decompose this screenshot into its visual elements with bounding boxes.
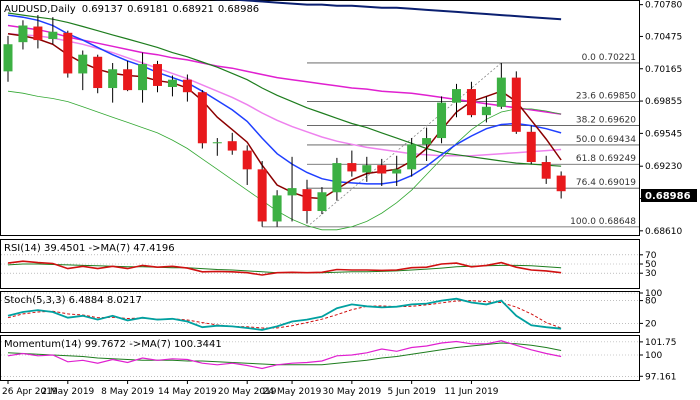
candle-body-up (422, 138, 432, 145)
fib-level-label: 23.6 0.69850 (576, 92, 636, 102)
sma-navy-line (211, 0, 562, 21)
fib-level-label: 61.8 0.69249 (576, 154, 636, 164)
momentum-plot-group: 101.75 100 97.161 (1, 338, 677, 382)
candle-body-down (526, 131, 536, 163)
ohlc-high: 0.69181 (127, 4, 168, 15)
x-tick-label: 30 May 2019 (323, 387, 382, 397)
x-tick-label: 20 May 2019 (218, 387, 277, 397)
candle-body-up (452, 89, 461, 103)
rsi-tick-label: 30 (645, 269, 657, 279)
stoch-k-line (7, 297, 562, 331)
y-tick-label: 0.70475 (645, 32, 682, 42)
candle-body-down (466, 89, 476, 116)
fib-level-label: 38.2 0.69620 (576, 116, 636, 126)
candle-body-down (302, 189, 312, 212)
candle-body-up (78, 54, 88, 74)
candle-body-up (437, 102, 447, 139)
momentum-line (7, 340, 562, 370)
candle-body-up (138, 64, 148, 91)
price-plot-group: 0.0 0.70221 23.6 0.69850 38.2 0.69620 50.0 … (3, 0, 639, 231)
fib-level-label: 100.0 0.68648 (570, 217, 636, 227)
momentum-panel-label: Momentum(14) 99.7672 ->MA(7) 100.3441 (4, 339, 222, 350)
x-tick-label: 5 Jun 2019 (387, 387, 436, 397)
stoch-d-line (7, 300, 562, 329)
candle-body-up (48, 31, 58, 40)
ohlc-low: 0.68921 (172, 4, 213, 15)
candle-body-down (153, 64, 162, 86)
stoch-tick-label: 80 (645, 297, 657, 307)
x-tick-label: 8 May 2019 (101, 387, 154, 397)
candle-body-down (377, 165, 387, 174)
candle-body-up (18, 25, 28, 43)
candle-body-up (212, 142, 222, 144)
candle-body-up (332, 163, 342, 193)
candle-body-up (167, 79, 177, 87)
symbol-label: AUDUSD (4, 4, 48, 15)
candle-body-down (511, 77, 521, 132)
candle-body-up (287, 188, 297, 196)
y-tick-label: 0.69855 (645, 97, 682, 107)
candle-body-down (123, 69, 133, 91)
fib-level-label: 50.0 0.69434 (576, 135, 636, 145)
candle-body-down (93, 56, 103, 89)
candle-body-up (272, 195, 282, 222)
ohlc-open: 0.69137 (82, 4, 123, 15)
timeframe-label: Daily (50, 4, 75, 15)
candle-body-up (362, 165, 372, 173)
candle-body-down (257, 169, 267, 222)
candle-body-up (481, 106, 491, 116)
candle-body-up (496, 77, 506, 107)
x-tick-label: 2 May 2019 (41, 387, 94, 397)
fib-level-label: 0.0 0.70221 (582, 53, 636, 63)
candle-body-down (33, 26, 43, 41)
y-tick-label: 0.70165 (645, 65, 682, 75)
sma-light-green-line (7, 90, 562, 231)
candle-body-down (63, 32, 73, 74)
candle-body-up (108, 69, 118, 89)
rsi-line (7, 260, 562, 276)
x-tick-label: 24 May 2019 (263, 387, 322, 397)
x-tick-label: 26 Apr 2019 (2, 387, 58, 397)
candle-body-down (242, 150, 252, 170)
last-price-marker (641, 189, 697, 202)
candle-body-up (407, 144, 417, 170)
momentum-tick-label: 100 (645, 351, 662, 361)
rsi-panel-label: RSI(14) 39.4501 ->MA(7) 47.4196 (4, 243, 175, 254)
x-tick-label: 14 May 2019 (158, 387, 217, 397)
sma-green-line (7, 12, 562, 167)
rsi-tick-label: 50 (645, 260, 657, 270)
fib-level-label: 76.4 0.69019 (576, 178, 636, 188)
candle-body-up (392, 169, 402, 174)
stoch-panel-label: Stoch(5,3,3) 6.4884 8.0217 (4, 295, 142, 306)
candle-body-up (317, 192, 327, 212)
ohlc-close: 0.68986 (218, 4, 259, 15)
sma-blue-line (7, 14, 562, 185)
y-tick-label: 0.70780 (645, 1, 682, 11)
candle-body-down (541, 162, 551, 179)
y-tick-label: 0.69545 (645, 129, 682, 139)
momentum-tick-label: 101.75 (645, 338, 677, 348)
stoch-tick-label: 20 (645, 319, 657, 329)
candle-body-down (556, 175, 566, 192)
candle-body-down (197, 92, 207, 144)
candle-body-down (347, 163, 357, 172)
axis-group: 0.70780 0.70475 0.70165 0.69855 0.69545 0.692… (2, 1, 682, 397)
momentum-ma-line (7, 342, 562, 366)
momentum-tick-label: 97.161 (645, 372, 677, 382)
stoch-tick-label: 100 (645, 289, 662, 299)
rsi-tick-label: 70 (645, 251, 657, 261)
candle-body-down (227, 141, 237, 151)
x-tick-label: 11 Jun 2019 (444, 387, 498, 397)
y-tick-label: 0.69230 (645, 162, 682, 172)
candle-body-down (182, 79, 192, 93)
candle-body-up (3, 44, 13, 72)
y-tick-label: 0.68610 (645, 227, 682, 237)
price-panel-label: AUDUSD,Daily 0.69137 0.69181 0.68921 0.68986 (4, 4, 259, 15)
last-price-value: 0.68986 (645, 191, 691, 202)
